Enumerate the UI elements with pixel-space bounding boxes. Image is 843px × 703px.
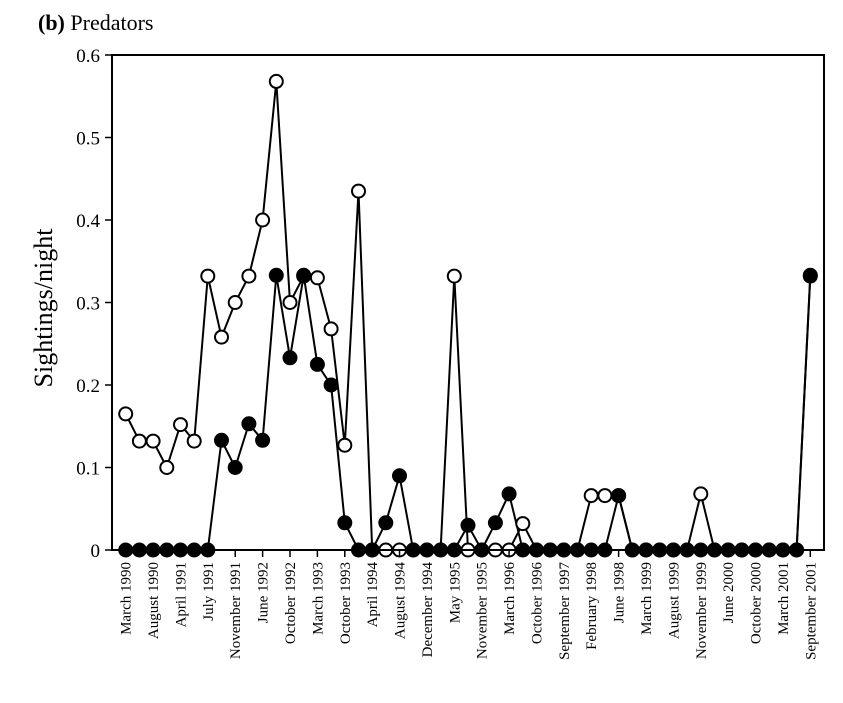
x-tick-label: October 1993 <box>338 562 354 644</box>
x-tick-label: October 2000 <box>749 562 765 644</box>
open-point <box>200 268 216 284</box>
open-point <box>214 329 229 345</box>
open-point <box>241 268 257 284</box>
open-point <box>337 437 353 453</box>
open-point <box>515 516 531 532</box>
x-tick-label: August 1994 <box>393 562 409 640</box>
x-tick-label: April 1991 <box>173 562 189 627</box>
open-point <box>693 486 709 502</box>
filled-point <box>241 416 257 432</box>
open-point <box>159 460 175 475</box>
y-tick-label: 0.5 <box>76 129 100 150</box>
filled-point <box>309 356 325 372</box>
filled-point <box>214 432 229 448</box>
x-tick-label: March 1993 <box>310 562 326 635</box>
open-point <box>446 268 462 284</box>
y-tick-label: 0.3 <box>76 294 100 315</box>
open-point <box>583 488 599 504</box>
series-line-open-circle <box>124 81 812 551</box>
x-tick-label: August 1990 <box>146 562 162 639</box>
x-tick-label: March 2001 <box>776 562 792 635</box>
x-tick-label: December 1994 <box>420 562 436 658</box>
x-tick-label: March 1990 <box>119 562 135 635</box>
open-point <box>145 433 161 449</box>
x-tick-label: September 1997 <box>557 562 573 660</box>
filled-point <box>501 486 517 502</box>
filled-point <box>296 267 312 283</box>
filled-point <box>227 460 243 475</box>
panel-title: (b) Predators <box>38 10 153 36</box>
open-point <box>323 321 339 337</box>
x-tick-label: November 1995 <box>475 562 491 659</box>
y-tick-label: 0.6 <box>76 46 100 67</box>
filled-point <box>460 517 476 533</box>
x-tick-label: September 2001 <box>803 562 819 660</box>
x-tick-label: May 1995 <box>447 562 463 623</box>
x-tick-label: July 1991 <box>201 562 217 621</box>
y-tick-label: 0 <box>91 541 101 562</box>
open-point <box>351 183 366 199</box>
x-tick-label: October 1996 <box>529 562 545 645</box>
open-point <box>597 488 613 504</box>
plot-frame <box>111 54 825 551</box>
open-point <box>309 270 325 286</box>
open-point <box>282 295 298 310</box>
x-tick-label: June 1998 <box>612 562 628 623</box>
series-line-filled-circle <box>125 275 812 553</box>
filled-point <box>323 377 339 393</box>
filled-point <box>802 267 818 283</box>
open-point <box>131 433 147 449</box>
filled-point <box>392 468 407 484</box>
open-point <box>227 295 243 310</box>
open-point <box>186 433 202 449</box>
y-tick-label: 0.2 <box>76 376 100 397</box>
x-tick-label: November 1999 <box>694 562 710 659</box>
x-tick-label: October 1992 <box>283 562 299 644</box>
x-tick-label: February 1998 <box>584 562 600 650</box>
y-axis-label: Sightings/night <box>29 228 58 388</box>
x-tick-label: November 1991 <box>228 562 244 659</box>
filled-point <box>337 515 353 531</box>
filled-point <box>268 267 284 283</box>
x-tick-label: August 1999 <box>666 562 682 639</box>
x-tick-label: March 1996 <box>502 562 518 635</box>
filled-point <box>378 515 394 531</box>
x-tick-label: April 1994 <box>365 562 381 628</box>
filled-point <box>611 488 627 504</box>
x-tick-label: June 2000 <box>721 562 737 623</box>
series-lines <box>124 81 812 553</box>
series-points <box>118 73 818 558</box>
open-point <box>255 212 271 228</box>
x-tick-label: March 1999 <box>639 562 655 635</box>
filled-point <box>282 350 298 366</box>
y-tick-label: 0.1 <box>76 459 100 480</box>
axes: 0 0.1 0.2 0.3 0.4 0.5 0.6 March 1990 August 1990… <box>76 46 825 660</box>
panel-name: Predators <box>70 10 154 35</box>
open-point <box>268 73 284 89</box>
filled-point <box>487 515 503 531</box>
open-point <box>173 417 188 433</box>
filled-point <box>255 432 271 448</box>
y-tick-label: 0.4 <box>76 211 100 232</box>
open-point <box>118 406 134 422</box>
panel-letter: (b) <box>38 10 65 35</box>
x-tick-label: June 1992 <box>256 562 272 623</box>
